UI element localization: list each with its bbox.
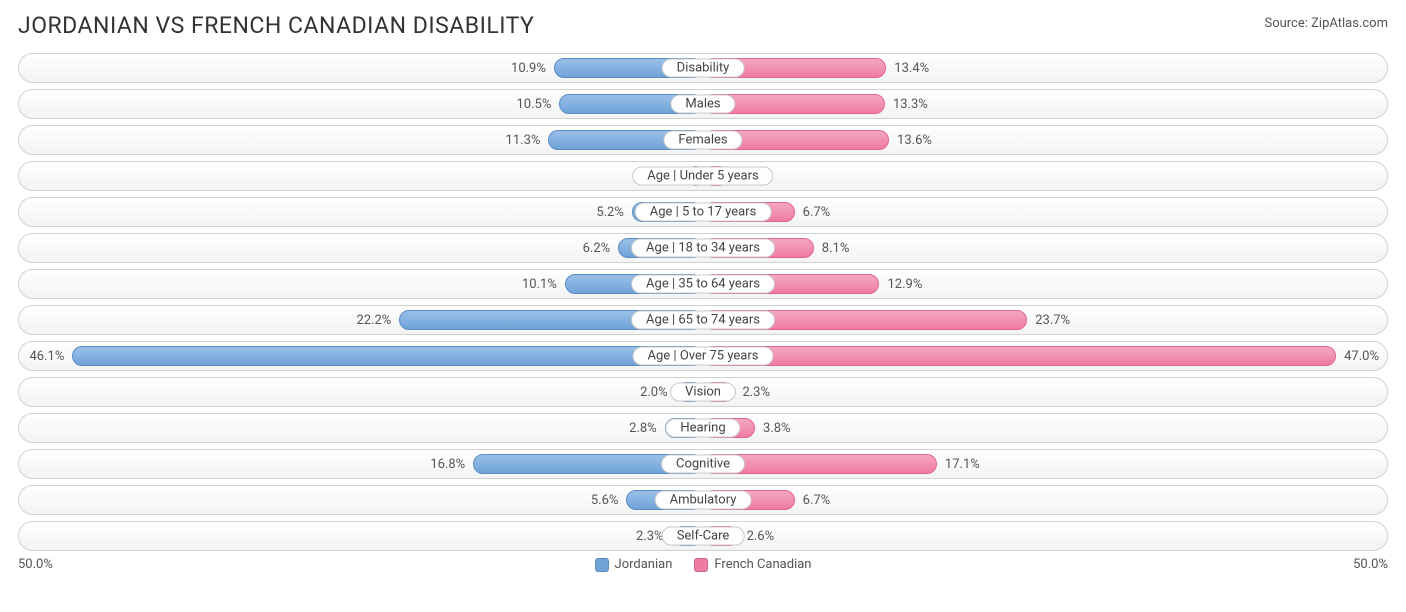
legend-label-right: French Canadian (714, 557, 811, 572)
row-right-value: 8.1% (814, 241, 858, 256)
row-right-value: 2.6% (739, 529, 783, 544)
row-category-label: Vision (670, 383, 736, 402)
row-left-value: 6.2% (575, 241, 619, 256)
chart-title: JORDANIAN VS FRENCH CANADIAN DISABILITY (18, 12, 534, 39)
row-category-label: Age | 5 to 17 years (635, 203, 772, 222)
chart-row: 1.1%1.9%Age | Under 5 years (18, 161, 1388, 191)
row-category-label: Self-Care (662, 527, 745, 546)
axis-left-max: 50.0% (18, 557, 53, 572)
row-category-label: Ambulatory (655, 491, 752, 510)
row-right-half: 13.3% (703, 90, 1387, 118)
row-left-value: 46.1% (21, 349, 72, 364)
chart-row: 2.0% 2.3%Vision (18, 377, 1388, 407)
row-right-half: 8.1% (703, 234, 1387, 262)
row-category-label: Age | Over 75 years (633, 347, 774, 366)
row-category-label: Age | 65 to 74 years (631, 311, 775, 330)
row-right-half: 6.7% (703, 198, 1387, 226)
row-left-half: 2.8% (19, 414, 703, 442)
row-category-label: Hearing (665, 419, 740, 438)
row-left-half: 10.5% (19, 90, 703, 118)
row-left-half: 5.6% (19, 486, 703, 514)
row-left-half: 16.8% (19, 450, 703, 478)
row-right-half: 13.6% (703, 126, 1387, 154)
chart-footer: 50.0% Jordanian French Canadian 50.0% (18, 557, 1388, 572)
row-left-value: 10.5% (509, 97, 560, 112)
row-left-value: 5.2% (588, 205, 632, 220)
row-left-half: 1.1% (19, 162, 703, 190)
row-left-value: 11.3% (498, 133, 549, 148)
row-right-value: 13.3% (885, 97, 936, 112)
row-right-half: 23.7% (703, 306, 1387, 334)
chart-row: 5.6% 6.7% Ambulatory (18, 485, 1388, 515)
row-right-half: 6.7% (703, 486, 1387, 514)
row-right-half: 2.6% (703, 522, 1387, 550)
row-right-value: 12.9% (879, 277, 930, 292)
row-right-value: 47.0% (1336, 349, 1387, 364)
chart-header: JORDANIAN VS FRENCH CANADIAN DISABILITY … (18, 12, 1388, 39)
legend-item-left: Jordanian (595, 557, 673, 572)
row-left-value: 22.2% (348, 313, 399, 328)
chart-row: 10.5% 13.3% Males (18, 89, 1388, 119)
row-category-label: Age | 18 to 34 years (631, 239, 775, 258)
row-right-half: 12.9% (703, 270, 1387, 298)
row-left-half: 2.3% (19, 522, 703, 550)
chart-row: 46.1% 47.0% Age | Over 75 years (18, 341, 1388, 371)
row-left-half: 22.2% (19, 306, 703, 334)
chart-row: 10.9% 13.4% Disability (18, 53, 1388, 83)
legend-swatch-right (694, 558, 708, 572)
axis-right-max: 50.0% (1353, 557, 1388, 572)
chart-row: 6.2% 8.1% Age | 18 to 34 years (18, 233, 1388, 263)
row-left-half: 10.1% (19, 270, 703, 298)
row-left-half: 5.2% (19, 198, 703, 226)
row-right-bar (703, 346, 1336, 366)
row-right-value: 13.4% (886, 61, 937, 76)
row-right-value: 23.7% (1027, 313, 1078, 328)
chart-source: Source: ZipAtlas.com (1264, 16, 1388, 31)
row-category-label: Cognitive (661, 455, 745, 474)
chart-row: 2.3% 2.6%Self-Care (18, 521, 1388, 551)
row-left-value: 5.6% (583, 493, 627, 508)
chart-row: 5.2% 6.7% Age | 5 to 17 years (18, 197, 1388, 227)
row-left-value: 16.8% (422, 457, 473, 472)
row-right-value: 13.6% (889, 133, 940, 148)
row-right-value: 6.7% (795, 205, 839, 220)
row-right-half: 13.4% (703, 54, 1387, 82)
chart-row: 10.1% 12.9% Age | 35 to 64 years (18, 269, 1388, 299)
row-category-label: Females (663, 131, 742, 150)
row-right-half: 1.9% (703, 162, 1387, 190)
row-right-value: 17.1% (937, 457, 988, 472)
row-left-value: 10.1% (514, 277, 565, 292)
row-left-value: 2.8% (621, 421, 665, 436)
row-category-label: Age | Under 5 years (632, 167, 773, 186)
row-category-label: Age | 35 to 64 years (631, 275, 775, 294)
chart-legend: Jordanian French Canadian (595, 557, 812, 572)
diverging-bar-chart: 10.9% 13.4% Disability 10.5% 13.3% Males 11.3%… (18, 53, 1388, 551)
row-left-half: 46.1% (19, 342, 703, 370)
row-left-value: 10.9% (503, 61, 554, 76)
row-category-label: Males (670, 95, 735, 114)
chart-row: 11.3% 13.6% Females (18, 125, 1388, 155)
row-right-half: 17.1% (703, 450, 1387, 478)
row-right-half: 47.0% (703, 342, 1387, 370)
chart-row: 16.8% 17.1% Cognitive (18, 449, 1388, 479)
legend-item-right: French Canadian (694, 557, 811, 572)
row-left-half: 6.2% (19, 234, 703, 262)
row-left-half: 2.0% (19, 378, 703, 406)
chart-row: 22.2% 23.7% Age | 65 to 74 years (18, 305, 1388, 335)
row-right-half: 2.3% (703, 378, 1387, 406)
row-left-half: 11.3% (19, 126, 703, 154)
row-category-label: Disability (662, 59, 745, 78)
row-left-half: 10.9% (19, 54, 703, 82)
row-right-value: 3.8% (755, 421, 799, 436)
legend-label-left: Jordanian (615, 557, 673, 572)
row-right-value: 2.3% (734, 385, 778, 400)
row-right-value: 6.7% (795, 493, 839, 508)
chart-row: 2.8% 3.8% Hearing (18, 413, 1388, 443)
legend-swatch-left (595, 558, 609, 572)
row-left-bar (72, 346, 703, 366)
row-right-half: 3.8% (703, 414, 1387, 442)
